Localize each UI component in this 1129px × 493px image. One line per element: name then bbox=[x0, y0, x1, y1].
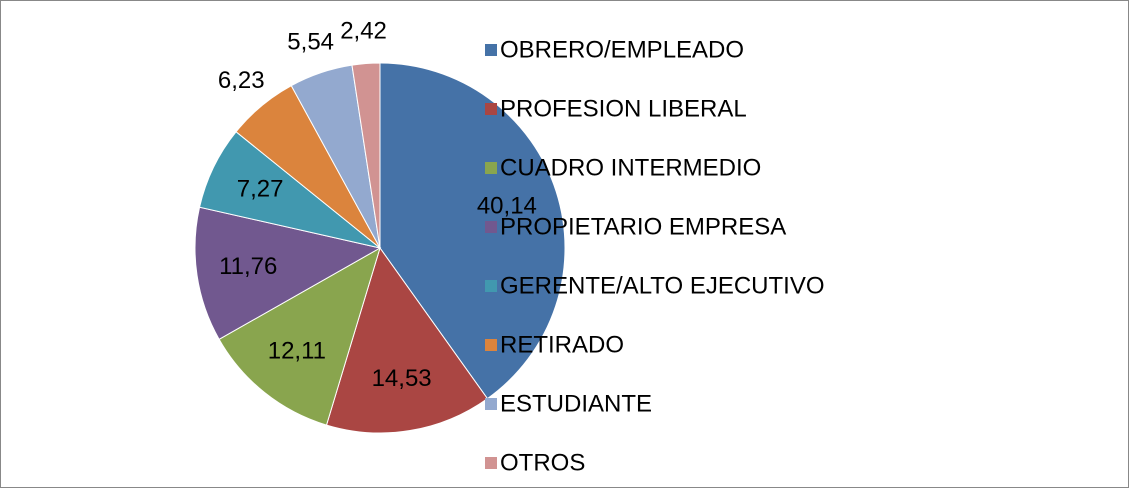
data-label: 14,53 bbox=[372, 365, 432, 392]
data-label: 2,42 bbox=[340, 18, 387, 45]
legend-label: PROFESION LIBERAL bbox=[500, 95, 747, 122]
pie-slice bbox=[325, 246, 489, 434]
legend-label: OTROS bbox=[500, 449, 585, 476]
legend-swatch bbox=[485, 339, 497, 351]
legend-swatch bbox=[485, 221, 497, 233]
legend-swatch bbox=[485, 280, 497, 292]
data-label: 7,27 bbox=[237, 175, 284, 202]
legend-swatch bbox=[485, 162, 497, 174]
legend-label: RETIRADO bbox=[500, 331, 624, 358]
pie-slice bbox=[218, 246, 381, 426]
data-label: 6,23 bbox=[218, 67, 265, 94]
legend-label: OBRERO/EMPLEADO bbox=[500, 36, 744, 63]
legend-label: CUADRO INTERMEDIO bbox=[500, 154, 761, 181]
pie-slice bbox=[351, 62, 381, 249]
legend-swatch bbox=[485, 398, 497, 410]
legend-swatch bbox=[485, 457, 497, 469]
legend-label: PROPIETARIO EMPRESA bbox=[500, 213, 786, 240]
legend-label: ESTUDIANTE bbox=[500, 390, 652, 417]
data-label: 40,14 bbox=[477, 193, 537, 220]
pie-slice bbox=[379, 62, 566, 400]
data-label: 12,11 bbox=[268, 337, 326, 364]
legend-swatch bbox=[485, 44, 497, 56]
legend-swatch bbox=[485, 103, 497, 115]
data-label: 11,76 bbox=[219, 253, 277, 280]
legend-label: GERENTE/ALTO EJECUTIVO bbox=[500, 272, 825, 299]
pie-slice bbox=[194, 206, 382, 341]
data-label: 5,54 bbox=[287, 28, 334, 55]
